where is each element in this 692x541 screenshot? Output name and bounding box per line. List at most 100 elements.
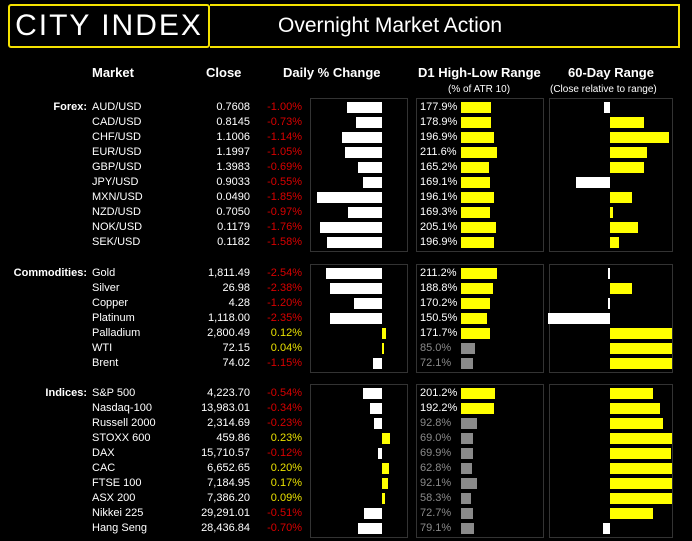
market-name: Brent: [92, 357, 119, 369]
range-bar: [461, 313, 487, 324]
daily-change-value: -0.34%: [267, 402, 302, 414]
daily-change-value: -0.12%: [267, 447, 302, 459]
range-value: 169.3%: [420, 206, 458, 218]
daily-change-value: -1.76%: [267, 221, 302, 233]
market-name: CAD/USD: [92, 116, 142, 128]
range-value: 92.8%: [420, 417, 452, 429]
daily-change-bar: [382, 343, 384, 354]
close-value: 1,811.49: [207, 267, 250, 279]
range-value: 178.9%: [420, 116, 458, 128]
daily-change-value: -2.54%: [267, 267, 302, 279]
daily-change-bar: [363, 388, 382, 399]
sixty-day-bar: [610, 117, 645, 128]
sixty-day-bar: [610, 358, 672, 369]
range-bar: [461, 403, 494, 414]
close-value: 2,314.69: [207, 417, 250, 429]
market-name: NOK/USD: [92, 221, 143, 233]
sixty-day-bar: [610, 147, 648, 158]
table-row: Brent 74.02 -1.15% 72.1%: [0, 356, 692, 371]
range-value: 177.9%: [420, 101, 458, 113]
close-value: 15,710.57: [201, 447, 250, 459]
range-bar: [461, 268, 497, 279]
sixty-day-bar: [610, 222, 638, 233]
sixty-day-bar: [602, 523, 610, 534]
range-bar: [461, 102, 492, 113]
market-name: Nikkei 225: [92, 507, 144, 519]
daily-change-bar: [356, 117, 382, 128]
range-value: 72.7%: [420, 507, 452, 519]
table-row: Nasdaq-100 13,983.01 -0.34% 192.2%: [0, 401, 692, 416]
range-value: 171.7%: [420, 327, 458, 339]
close-value: 29,291.01: [201, 507, 250, 519]
daily-change-bar: [382, 478, 388, 489]
daily-change-value: 0.04%: [270, 342, 302, 354]
market-name: Hang Seng: [92, 522, 148, 534]
close-value: 26.98: [222, 282, 250, 294]
sixty-day-bar: [610, 433, 672, 444]
table-row: AUD/USD 0.7608 -1.00% 177.9%: [0, 100, 692, 115]
range-bar: [461, 207, 490, 218]
market-name: Copper: [92, 297, 129, 309]
col-market: Market: [92, 65, 134, 80]
market-name: Gold: [92, 267, 116, 279]
close-value: 4,223.70: [207, 387, 250, 399]
daily-change-value: -1.58%: [267, 236, 302, 248]
market-name: Palladium: [92, 327, 141, 339]
range-value: 69.9%: [420, 447, 452, 459]
column-frame: [310, 264, 408, 373]
range-bar: [461, 508, 474, 519]
range-bar: [461, 117, 492, 128]
range-value: 69.0%: [420, 432, 452, 444]
daily-change-bar: [362, 177, 382, 188]
range-bar: [461, 222, 496, 233]
table-row: Russell 2000 2,314.69 -0.23% 92.8%: [0, 416, 692, 431]
sixty-day-bar: [610, 207, 614, 218]
group-label: Indices:: [45, 387, 87, 399]
sixty-day-bar: [610, 162, 645, 173]
table-row: Copper 4.28 -1.20% 170.2%: [0, 296, 692, 311]
table-row: EUR/USD 1.1997 -1.05% 211.6%: [0, 145, 692, 160]
range-bar: [461, 493, 471, 504]
market-name: EUR/USD: [92, 146, 142, 158]
close-value: 1.3983: [216, 161, 250, 173]
sixty-day-bar: [610, 343, 672, 354]
daily-change-value: 0.23%: [270, 432, 302, 444]
sixty-day-bar: [610, 493, 672, 504]
column-frame: [549, 98, 673, 252]
close-value: 1.1997: [216, 146, 250, 158]
market-name: NZD/USD: [92, 206, 141, 218]
market-name: WTI: [92, 342, 113, 354]
range-value: 72.1%: [420, 357, 452, 369]
sixty-day-bar: [610, 478, 672, 489]
table-row: SEK/USD 0.1182 -1.58% 196.9%: [0, 235, 692, 250]
range-value: 58.3%: [420, 492, 452, 504]
daily-change-value: 0.09%: [270, 492, 302, 504]
range-bar: [461, 448, 473, 459]
daily-change-value: -0.69%: [267, 161, 302, 173]
banner: CITY INDEX Overnight Market Action: [0, 0, 692, 56]
sixty-day-bar: [610, 508, 654, 519]
daily-change-bar: [342, 132, 382, 143]
daily-change-value: -1.05%: [267, 146, 302, 158]
market-name: Silver: [92, 282, 120, 294]
table-row: ASX 200 7,386.20 0.09% 58.3%: [0, 491, 692, 506]
daily-change-bar: [354, 298, 382, 309]
daily-change-value: -1.15%: [267, 357, 302, 369]
range-bar: [461, 463, 472, 474]
table-row: Hang Seng 28,436.84 -0.70% 79.1%: [0, 521, 692, 536]
table-row: FTSE 100 7,184.95 0.17% 92.1%: [0, 476, 692, 491]
market-name: S&P 500: [92, 387, 136, 399]
range-value: 205.1%: [420, 221, 458, 233]
col-range-sub: (% of ATR 10): [448, 84, 511, 95]
market-name: JPY/USD: [92, 176, 139, 188]
daily-change-value: -1.14%: [267, 131, 302, 143]
table-row: GBP/USD 1.3983 -0.69% 165.2%: [0, 160, 692, 175]
market-name: MXN/USD: [92, 191, 143, 203]
range-bar: [461, 132, 495, 143]
table-row: JPY/USD 0.9033 -0.55% 169.1%: [0, 175, 692, 190]
daily-change-bar: [382, 463, 389, 474]
daily-change-bar: [348, 207, 382, 218]
table-row: STOXX 600 459.86 0.23% 69.0%: [0, 431, 692, 446]
table-row: Silver 26.98 -2.38% 188.8%: [0, 281, 692, 296]
column-frame: [416, 384, 544, 538]
